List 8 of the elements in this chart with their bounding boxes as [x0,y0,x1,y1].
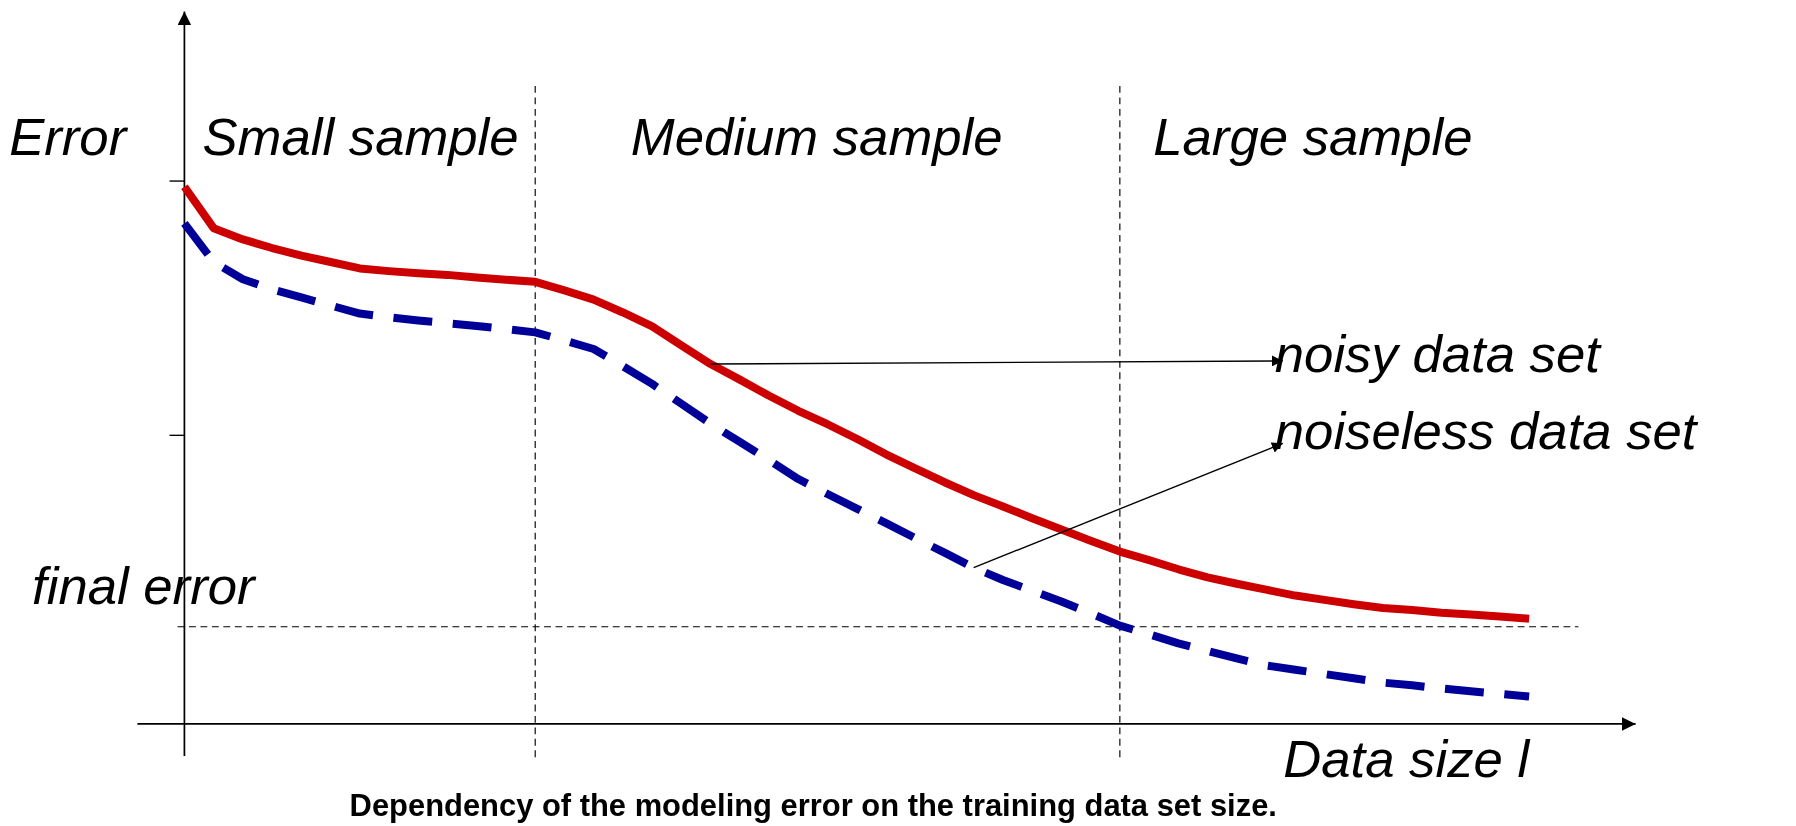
annotation: noisy data set [1274,324,1603,384]
text: Large sample [1153,106,1473,166]
y-axis-title: Error [9,106,129,166]
annotation: noiseless data set [1274,401,1699,461]
x-axis-title: Data size l [1283,728,1531,788]
text: Dependency of the modeling error on the training data set size. [349,787,1277,823]
text: Medium sample [630,106,1003,166]
text: Small sample [202,106,519,166]
